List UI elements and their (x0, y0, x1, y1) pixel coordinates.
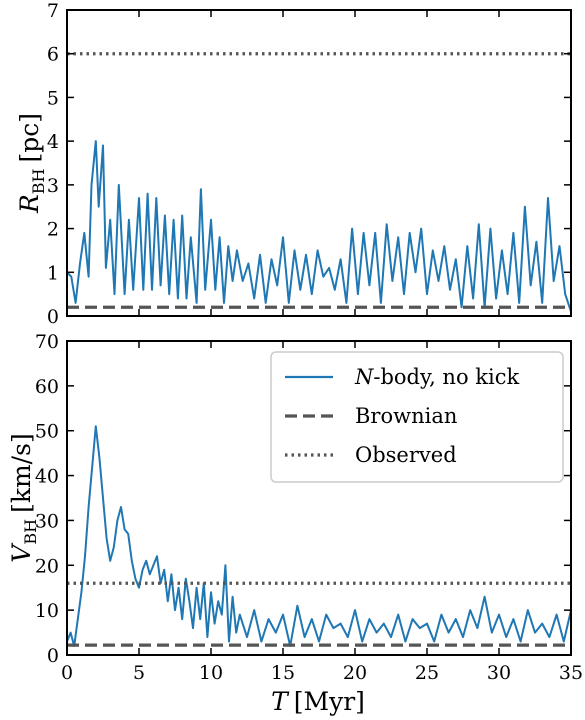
legend-label-brownian: Brownian (355, 404, 457, 428)
legend-label-nbody: N-body, no kick (354, 365, 519, 389)
bottom-series-group (67, 425, 571, 647)
legend-entry-nbody: N-body, no kick (285, 365, 519, 389)
top-panel-frame (66, 9, 572, 317)
top-y-tick-label: 1 (47, 262, 59, 284)
bottom-y-tick-label: 0 (47, 645, 59, 667)
bottom-y-tick-label: 20 (35, 555, 59, 577)
top-panel: 0 1 2 3 4 5 6 7 RBH[pc] (15, 0, 572, 328)
bottom-x-tick-label: 25 (415, 662, 439, 684)
bottom-x-tick-label: 15 (271, 662, 295, 684)
bottom-x-tick-label: 35 (559, 662, 583, 684)
bottom-panel-frame (66, 340, 572, 656)
top-y-tick-label: 2 (47, 219, 59, 241)
top-series-group (67, 52, 571, 312)
x-axis-label: T [Myr] (271, 687, 365, 716)
bottom-y-ticks: 0 10 20 30 40 50 60 70 (35, 331, 571, 667)
top-y-tick-label: 3 (47, 175, 59, 197)
legend-entry-observed: Observed (285, 443, 457, 467)
bottom-y-axis-label: VBH[km/s] (7, 433, 40, 562)
top-nbody-series-line (67, 140, 571, 312)
legend-entry-brownian: Brownian (285, 404, 457, 428)
top-y-tick-label: 6 (47, 44, 59, 66)
top-y-tick-label: 4 (47, 131, 59, 153)
legend-label-observed: Observed (355, 443, 457, 467)
top-y-tick-label: 5 (47, 87, 59, 109)
top-y-ticks: 0 1 2 3 4 5 6 7 (47, 0, 571, 328)
top-y-tick-label: 0 (47, 306, 59, 328)
bottom-y-tick-label: 30 (35, 510, 59, 532)
bottom-x-tick-label: 5 (133, 662, 145, 684)
bottom-y-tick-label: 50 (35, 421, 59, 443)
top-y-axis-label: RBH[pc] (15, 113, 48, 214)
bottom-nbody-series-line (67, 425, 571, 647)
bottom-x-tick-label: 0 (61, 662, 73, 684)
bottom-panel: 0 10 20 30 40 50 60 70 0 5 10 15 20 25 30 35 VBH[km/s]… (7, 331, 583, 716)
top-y-tick-label: 7 (47, 0, 59, 22)
bottom-y-tick-label: 40 (35, 466, 59, 488)
bottom-y-tick-label: 10 (35, 600, 59, 622)
bottom-x-ticks: 0 5 10 15 20 25 30 35 (61, 341, 583, 684)
bottom-y-tick-label: 70 (35, 331, 59, 353)
top-x-ticks (66, 10, 572, 316)
bottom-x-tick-label: 30 (487, 662, 511, 684)
bottom-y-tick-label: 60 (35, 376, 59, 398)
bottom-x-tick-label: 20 (343, 662, 367, 684)
legend-box (270, 351, 564, 483)
legend: N-body, no kick Brownian Observed (270, 351, 564, 483)
bottom-x-tick-label: 10 (199, 662, 223, 684)
